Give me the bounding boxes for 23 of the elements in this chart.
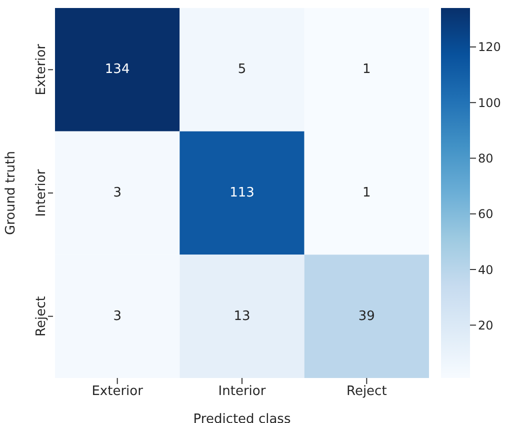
- color-bar-label: 60: [478, 207, 494, 222]
- x-tick-label: Reject: [346, 384, 387, 400]
- data-label: 39: [358, 308, 375, 324]
- color-bar-label: 80: [478, 151, 494, 166]
- x-tick-label: Interior: [218, 384, 266, 400]
- data-label: 1: [362, 62, 371, 78]
- data-label: 3: [113, 308, 122, 324]
- data-label: 3: [113, 186, 122, 200]
- y-axis-title: Ground truth: [4, 151, 19, 235]
- color-bar-label: 120: [478, 40, 501, 54]
- x-tick-label: Exterior: [92, 384, 144, 400]
- data-label: 1: [362, 186, 371, 200]
- color-bar-label: 100: [478, 96, 501, 110]
- y-tick-label: Exterior: [34, 43, 49, 96]
- data-label: 134: [104, 62, 130, 78]
- data-label: 5: [238, 62, 246, 78]
- data-label: 13: [234, 308, 250, 324]
- data-label: 113: [230, 186, 254, 200]
- color-bar-label: 20: [478, 318, 494, 332]
- y-tick-label: Interior: [34, 168, 49, 217]
- x-axis-title: Predicted class: [193, 412, 291, 423]
- y-tick-label: Reject: [34, 296, 49, 336]
- color-bar-label: 40: [478, 262, 494, 277]
